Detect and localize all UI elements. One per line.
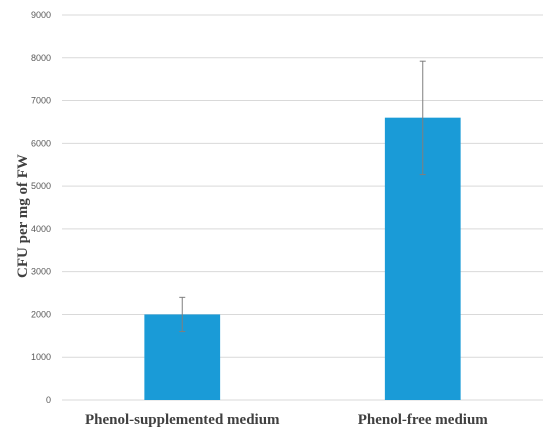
x-category-label: Phenol-supplemented medium [85,412,280,428]
x-category-label: Phenol-free medium [358,412,489,428]
y-tick-label: 4000 [31,224,51,234]
y-tick-label: 1000 [31,352,51,362]
gridlines [62,14,543,401]
y-tick-label: 9000 [31,10,51,20]
y-tick-label: 8000 [31,53,51,63]
y-tick-label: 5000 [31,181,51,191]
error-bars [179,60,426,333]
y-tick-label: 3000 [31,267,51,277]
y-tick-label: 2000 [31,309,51,319]
y-tick-label: 6000 [31,138,51,148]
x-axis-categories: Phenol-supplemented medium Phenol-free me… [85,412,488,428]
y-tick-label: 0 [46,395,51,405]
y-axis-title: CFU per mg of FW [15,154,31,278]
y-tick-label: 7000 [31,96,51,106]
y-axis-ticks: 0 1000 2000 3000 4000 5000 6000 7000 8000 9000 [31,10,51,405]
